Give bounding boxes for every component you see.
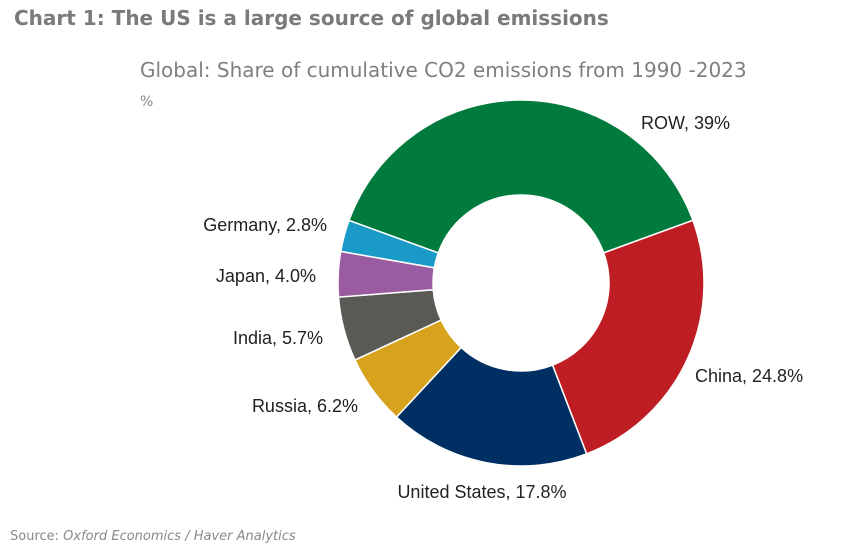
- chart-title: Global: Share of cumulative CO2 emission…: [140, 58, 747, 82]
- chart-heading: Chart 1: The US is a large source of glo…: [14, 6, 609, 30]
- slice-germany: [339, 219, 440, 269]
- label-russia: Russia, 6.2%: [252, 396, 358, 416]
- source-note: Source: Oxford Economics / Haver Analyti…: [10, 529, 296, 544]
- label-row: ROW, 39%: [641, 113, 730, 133]
- slice-united-states: [395, 346, 588, 467]
- slice-row: [348, 99, 694, 254]
- source-text: Oxford Economics / Haver Analytics: [63, 529, 296, 544]
- slices-group: [337, 99, 705, 467]
- label-japan: Japan, 4.0%: [216, 266, 316, 286]
- label-united-states: United States, 17.8%: [397, 482, 566, 502]
- slice-china: [551, 219, 705, 455]
- label-india: India, 5.7%: [233, 328, 323, 348]
- label-germany: Germany, 2.8%: [203, 215, 327, 235]
- labels-group: ROW, 39% China, 24.8% United States, 17.…: [203, 113, 803, 502]
- chart-unit: %: [140, 94, 154, 110]
- source-label: Source:: [10, 529, 64, 544]
- label-china: China, 24.8%: [695, 366, 803, 386]
